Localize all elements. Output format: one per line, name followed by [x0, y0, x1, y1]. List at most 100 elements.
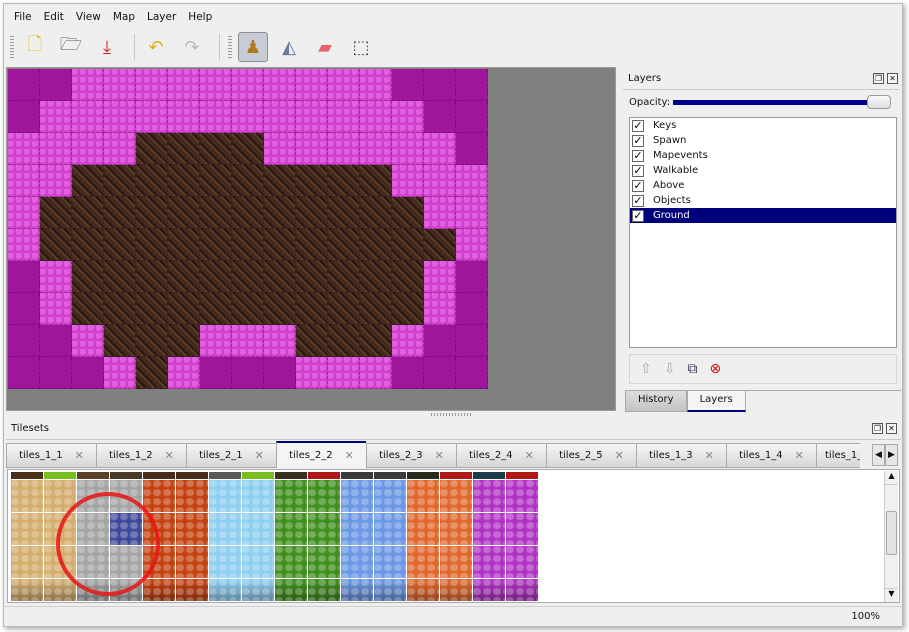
- map-tile[interactable]: [136, 261, 168, 293]
- tileset-tile[interactable]: [440, 546, 472, 578]
- map-tile[interactable]: [232, 357, 264, 389]
- map-tile[interactable]: [456, 69, 488, 101]
- map-tile[interactable]: [200, 261, 232, 293]
- stamp-brush-button[interactable]: ♟: [238, 32, 268, 62]
- menu-help[interactable]: Help: [188, 11, 213, 23]
- tileset-tile[interactable]: [506, 480, 538, 512]
- map-tile[interactable]: [360, 101, 392, 133]
- map-tile[interactable]: [360, 293, 392, 325]
- map-tile[interactable]: [264, 133, 296, 165]
- tileset-tile[interactable]: [209, 546, 241, 578]
- tileset-tile[interactable]: [407, 579, 439, 601]
- tileset-tile[interactable]: [209, 480, 241, 512]
- map-tile[interactable]: [328, 197, 360, 229]
- float-icon[interactable]: ❐: [872, 423, 883, 434]
- map-tile[interactable]: [424, 357, 456, 389]
- close-tab-icon[interactable]: ✕: [74, 449, 84, 462]
- tileset-tile[interactable]: [11, 513, 43, 545]
- tileset-tile[interactable]: [143, 480, 175, 512]
- map-tile[interactable]: [200, 165, 232, 197]
- tileset-tile[interactable]: [473, 472, 505, 479]
- layer-row[interactable]: ✓ Ground: [630, 208, 896, 223]
- map-tile[interactable]: [264, 293, 296, 325]
- map-tile[interactable]: [296, 357, 328, 389]
- map-tile[interactable]: [200, 229, 232, 261]
- map-tile[interactable]: [8, 133, 40, 165]
- tileset-tile[interactable]: [473, 579, 505, 601]
- map-tile[interactable]: [264, 69, 296, 101]
- tileset-view[interactable]: ▲ ▼: [7, 469, 900, 603]
- tileset-tile[interactable]: [308, 480, 340, 512]
- float-icon[interactable]: ❐: [873, 73, 884, 84]
- tileset-tile[interactable]: [506, 579, 538, 601]
- map-tile[interactable]: [424, 69, 456, 101]
- map-tile[interactable]: [8, 325, 40, 357]
- map-tile[interactable]: [392, 261, 424, 293]
- map-tile[interactable]: [264, 101, 296, 133]
- tileset-tile[interactable]: [473, 480, 505, 512]
- map-tile[interactable]: [136, 101, 168, 133]
- tileset-tile[interactable]: [341, 480, 373, 512]
- map-tile[interactable]: [360, 133, 392, 165]
- map-tile[interactable]: [8, 261, 40, 293]
- map-tile[interactable]: [392, 229, 424, 261]
- tileset-tile[interactable]: [242, 472, 274, 479]
- tileset-tile[interactable]: [473, 546, 505, 578]
- tileset-tile[interactable]: [440, 579, 472, 601]
- map-tile[interactable]: [424, 165, 456, 197]
- map-tile[interactable]: [424, 133, 456, 165]
- map-tile[interactable]: [168, 261, 200, 293]
- map-tile[interactable]: [232, 197, 264, 229]
- map-tile[interactable]: [424, 293, 456, 325]
- tileset-tile[interactable]: [44, 472, 76, 479]
- map-tile[interactable]: [264, 357, 296, 389]
- close-icon[interactable]: ✕: [886, 423, 897, 434]
- tileset-tab[interactable]: tiles_1_: [816, 443, 860, 468]
- map-tile[interactable]: [264, 165, 296, 197]
- map-tile[interactable]: [40, 69, 72, 101]
- map-tile[interactable]: [8, 165, 40, 197]
- tileset-tile[interactable]: [407, 546, 439, 578]
- map-tile[interactable]: [168, 357, 200, 389]
- close-tab-icon[interactable]: ✕: [704, 449, 714, 462]
- tileset-tile[interactable]: [209, 579, 241, 601]
- map-tile[interactable]: [168, 325, 200, 357]
- map-tile[interactable]: [424, 261, 456, 293]
- map-tile[interactable]: [392, 101, 424, 133]
- map-tile[interactable]: [40, 165, 72, 197]
- scroll-right-icon[interactable]: ▶: [885, 444, 898, 466]
- tileset-tab[interactable]: tiles_2_2 ✕: [276, 441, 366, 468]
- map-tile[interactable]: [328, 101, 360, 133]
- map-tile[interactable]: [200, 325, 232, 357]
- layer-visibility-checkbox[interactable]: ✓: [632, 208, 644, 222]
- tileset-tile[interactable]: [242, 546, 274, 578]
- map-tile[interactable]: [104, 293, 136, 325]
- layer-row[interactable]: ✓ Spawn: [630, 133, 896, 148]
- map-tile[interactable]: [72, 101, 104, 133]
- tileset-tab[interactable]: tiles_2_1 ✕: [186, 443, 276, 468]
- map-tile[interactable]: [136, 133, 168, 165]
- map-tile[interactable]: [200, 133, 232, 165]
- map-tile[interactable]: [168, 165, 200, 197]
- new-button[interactable]: 🗋: [20, 32, 50, 62]
- layer-visibility-checkbox[interactable]: ✓: [632, 118, 644, 132]
- tileset-tab[interactable]: tiles_2_3 ✕: [366, 443, 456, 468]
- tileset-tile[interactable]: [308, 579, 340, 601]
- scroll-up-icon[interactable]: ▲: [885, 471, 898, 485]
- tileset-tile[interactable]: [407, 513, 439, 545]
- scroll-down-icon[interactable]: ▼: [885, 588, 898, 602]
- close-tab-icon[interactable]: ✕: [164, 449, 174, 462]
- menu-map[interactable]: Map: [112, 11, 136, 23]
- map-tile[interactable]: [456, 133, 488, 165]
- tileset-tile[interactable]: [275, 546, 307, 578]
- tileset-tile[interactable]: [341, 546, 373, 578]
- raise-layer-icon[interactable]: ⇧: [640, 361, 652, 377]
- map-tile[interactable]: [328, 293, 360, 325]
- map-tile[interactable]: [136, 165, 168, 197]
- tileset-tile[interactable]: [374, 579, 406, 601]
- delete-layer-icon[interactable]: ⊗: [709, 361, 722, 377]
- map-tile[interactable]: [424, 325, 456, 357]
- map-view[interactable]: [6, 67, 616, 411]
- map-tile[interactable]: [360, 197, 392, 229]
- tileset-tile[interactable]: [242, 513, 274, 545]
